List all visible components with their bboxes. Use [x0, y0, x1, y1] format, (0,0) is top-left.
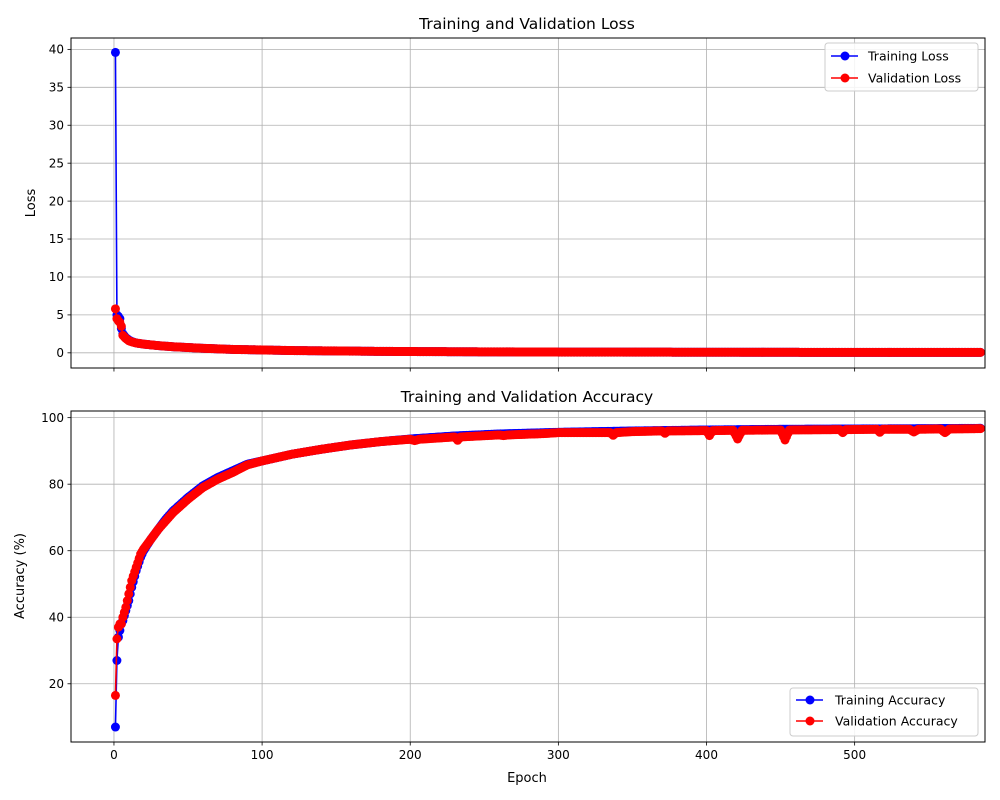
accuracy-y-tick-label: 20	[49, 677, 64, 691]
legend-label-training-loss: Training Loss	[867, 49, 949, 64]
x-axis-label: Epoch	[507, 771, 547, 786]
loss-legend: Training Loss Validation Loss	[824, 42, 979, 92]
loss-y-tick-label: 5	[56, 308, 64, 322]
accuracy-x-tick-label: 100	[251, 748, 274, 762]
data-point-training-accuracy	[110, 722, 120, 732]
accuracy-legend: Training Accuracy Validation Accuracy	[789, 687, 979, 737]
loss-y-tick-label: 25	[49, 156, 64, 170]
legend-entry-training-accuracy: Training Accuracy	[796, 693, 946, 708]
accuracy-x-tick-label: 500	[843, 748, 866, 762]
accuracy-ticks: 0 100 200 300 400 500 20 40 60 80 100	[41, 411, 866, 762]
accuracy-x-tick-label: 0	[110, 748, 118, 762]
accuracy-y-axis-label: Accuracy (%)	[13, 533, 28, 619]
loss-legend-box	[824, 42, 979, 92]
accuracy-axes-frame	[70, 410, 986, 743]
legend-marker-training-loss	[840, 51, 850, 61]
loss-chart-panel: Training and Validation Loss 0 5 10 15 20 25 3…	[24, 15, 986, 372]
data-point-validation-accuracy	[110, 690, 120, 700]
loss-y-tick-label: 20	[49, 194, 64, 208]
accuracy-chart-panel: Training and Validation Accuracy 0 100 200…	[13, 388, 986, 786]
accuracy-chart-title: Training and Validation Accuracy	[400, 388, 653, 406]
loss-y-tick-label: 15	[49, 232, 64, 246]
legend-label-validation-loss: Validation Loss	[868, 71, 961, 86]
legend-marker-training-accuracy	[805, 695, 815, 705]
loss-y-tick-label: 10	[49, 270, 64, 284]
data-point-validation-loss	[116, 321, 126, 331]
legend-entry-validation-accuracy: Validation Accuracy	[796, 714, 958, 729]
accuracy-legend-box	[789, 687, 979, 737]
legend-entry-validation-loss: Validation Loss	[831, 71, 961, 86]
loss-axes-frame	[70, 37, 986, 369]
loss-y-tick-label: 30	[49, 118, 64, 132]
legend-marker-validation-accuracy	[805, 716, 815, 726]
accuracy-x-tick-label: 400	[695, 748, 718, 762]
loss-series	[110, 47, 986, 357]
accuracy-y-tick-label: 60	[49, 544, 64, 558]
accuracy-y-tick-label: 100	[41, 411, 64, 425]
accuracy-x-tick-label: 200	[399, 748, 422, 762]
data-point-validation-accuracy	[112, 634, 122, 644]
legend-marker-validation-loss	[840, 73, 850, 83]
legend-entry-training-loss: Training Loss	[831, 49, 949, 64]
loss-y-axis-label: Loss	[24, 189, 39, 218]
accuracy-grid	[71, 411, 985, 742]
accuracy-y-tick-label: 80	[49, 477, 64, 491]
loss-y-tick-label: 0	[56, 346, 64, 360]
data-point-validation-loss	[976, 347, 986, 357]
data-point-validation-accuracy	[976, 424, 986, 434]
accuracy-series	[110, 423, 986, 732]
data-point-training-loss	[110, 47, 120, 57]
loss-ticks: 0 5 10 15 20 25 30 35 40	[49, 43, 856, 372]
loss-y-tick-label: 35	[49, 81, 64, 95]
legend-label-validation-accuracy: Validation Accuracy	[835, 714, 958, 729]
data-point-validation-loss	[110, 304, 120, 314]
legend-label-training-accuracy: Training Accuracy	[834, 693, 946, 708]
loss-y-tick-label: 40	[49, 43, 64, 57]
accuracy-x-tick-label: 300	[547, 748, 570, 762]
accuracy-y-tick-label: 40	[49, 610, 64, 624]
loss-chart-title: Training and Validation Loss	[418, 15, 635, 33]
